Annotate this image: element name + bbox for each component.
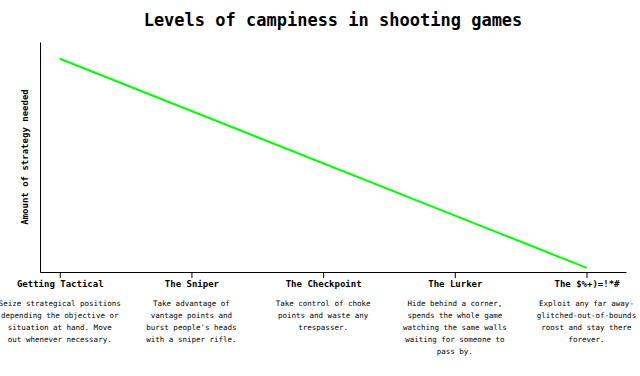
x-tick: The Sniper	[165, 272, 220, 289]
x-tick-label: The $%+)=!*#	[554, 279, 620, 289]
annotation: Exploit any far away-glitched-out-of-bou…	[537, 299, 636, 344]
x-tick-mark	[60, 272, 61, 278]
annotation: Hide behind a corner,spends the whole ga…	[403, 299, 507, 356]
x-tick-mark	[455, 272, 456, 278]
x-tick-label: The Checkpoint	[286, 279, 362, 289]
x-tick-mark	[323, 272, 324, 278]
annotation: Take control of chokepoints and waste an…	[276, 299, 371, 332]
x-tick: Getting Tactical	[17, 272, 104, 289]
x-tick: The Checkpoint	[286, 272, 362, 289]
annotation: Take advantage ofvantage points andburst…	[146, 299, 236, 344]
annotations: Seize strategical positionsdepending the…	[0, 299, 636, 356]
x-tick-label: Getting Tactical	[17, 279, 104, 289]
x-tick: The $%+)=!*#	[554, 272, 620, 289]
x-tick-mark	[586, 272, 587, 278]
x-axis-line	[41, 272, 627, 273]
title: Levels of campiness in shooting games	[144, 10, 523, 30]
x-tick: The Lurker	[428, 272, 483, 289]
y-axis-line	[40, 43, 41, 273]
chart: Getting Tactical The Sniper The Checkpoint…	[0, 0, 640, 376]
annotation: Seize strategical positionsdepending the…	[0, 299, 121, 344]
line	[60, 59, 587, 268]
x-tick-label: The Lurker	[428, 279, 483, 289]
plot-area: Getting Tactical The Sniper The Checkpoint…	[17, 43, 627, 290]
x-axis: Getting Tactical The Sniper The Checkpoint…	[17, 272, 627, 289]
x-tick-label: The Sniper	[165, 279, 220, 289]
y-axis-title: Amount of strategy needed	[20, 89, 30, 224]
marks	[60, 59, 587, 268]
x-tick-mark	[191, 272, 192, 278]
y-axis	[40, 43, 41, 273]
